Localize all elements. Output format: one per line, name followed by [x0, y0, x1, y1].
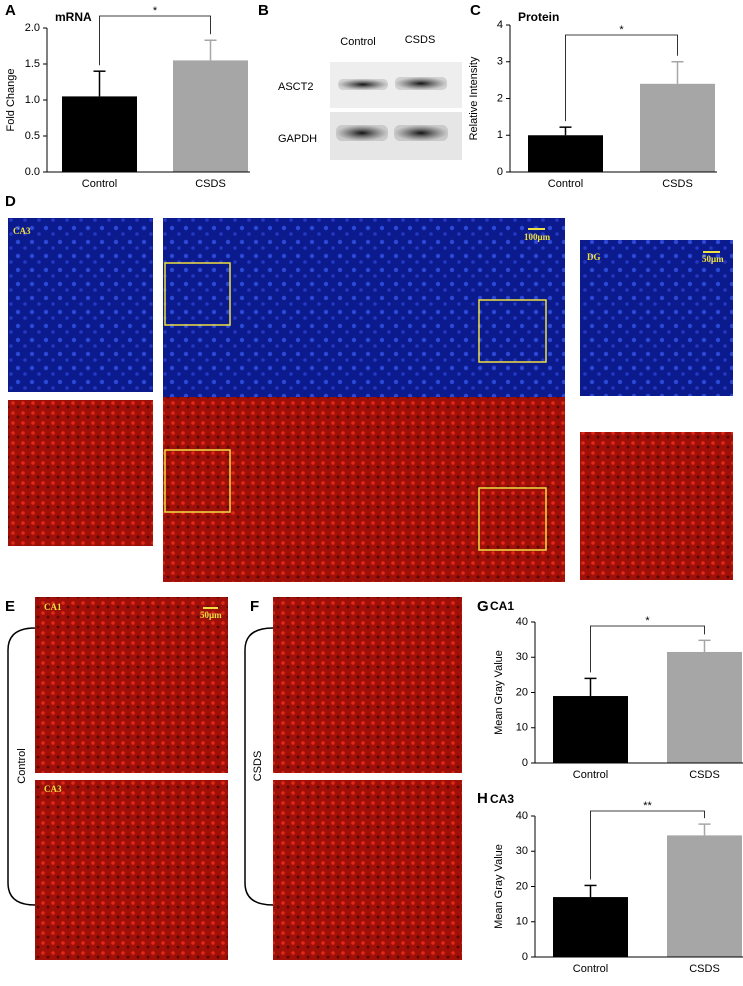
bar [553, 696, 628, 763]
significance-label: * [153, 5, 158, 17]
y-tick-label: 2.0 [25, 22, 40, 34]
bracket [244, 627, 274, 906]
x-tick-label: Control [573, 769, 608, 781]
lane-label: CSDS [405, 34, 436, 46]
y-tick-label: 10 [516, 722, 528, 734]
bracket [7, 627, 36, 906]
roi-box [164, 262, 231, 326]
panel-f: F CSDS [244, 597, 462, 960]
region-label: CA3 [44, 784, 62, 794]
band [336, 125, 388, 141]
x-tick-label: CSDS [195, 178, 226, 190]
y-axis-label: Mean Gray Value [493, 844, 505, 929]
panel-letter: B [258, 2, 269, 19]
region-label: CA3 [13, 226, 31, 236]
panel-letter: D [5, 193, 16, 210]
group-label: Control [16, 748, 28, 783]
region-label: DG [587, 252, 601, 262]
scale-label: 100μm [524, 232, 551, 242]
y-tick-label: 40 [516, 616, 528, 628]
roi-box [478, 487, 547, 551]
significance-label: ** [643, 800, 652, 812]
significance-bracket [565, 34, 678, 122]
micrograph [8, 400, 153, 546]
x-tick-label: CSDS [689, 963, 720, 975]
micrograph [163, 218, 565, 397]
scale-label: 50μm [702, 254, 724, 264]
y-tick-label: 1.0 [25, 94, 40, 106]
x-tick-label: Control [82, 178, 117, 190]
micrograph [35, 597, 228, 773]
micrograph [273, 780, 462, 960]
x-tick-label: CSDS [662, 178, 693, 190]
y-axis-label: Fold Change [5, 69, 17, 132]
protein-label: ASCT2 [278, 81, 313, 93]
y-tick-label: 1 [497, 129, 503, 141]
y-tick-label: 0 [497, 166, 503, 178]
bar [553, 897, 628, 957]
micrograph [163, 397, 565, 582]
bar [528, 135, 603, 172]
significance-bracket [99, 15, 211, 66]
micrograph [8, 218, 153, 392]
y-tick-label: 20 [516, 686, 528, 698]
y-tick-label: 0.5 [25, 130, 40, 142]
y-tick-label: 1.5 [25, 58, 40, 70]
y-tick-label: 0 [522, 757, 528, 769]
scale-label: 50μm [200, 610, 222, 620]
y-axis-label: Relative Intensity [468, 56, 480, 140]
micrograph [580, 240, 733, 396]
panel-letter: A [5, 2, 16, 19]
micrograph [35, 780, 228, 960]
y-tick-label: 20 [516, 880, 528, 892]
band [338, 79, 388, 90]
band [395, 77, 447, 90]
roi-box [478, 299, 547, 363]
bar [62, 96, 137, 172]
y-tick-label: 10 [516, 916, 528, 928]
y-tick-label: 0.0 [25, 166, 40, 178]
bar [667, 835, 742, 957]
panel-letter: G [477, 598, 489, 615]
significance-bracket [590, 810, 705, 880]
panel-letter: F [250, 598, 259, 615]
bar [173, 60, 248, 172]
lane-label: Control [340, 36, 375, 48]
y-tick-label: 30 [516, 651, 528, 663]
y-axis-label: Mean Gray Value [493, 650, 505, 735]
panel-e: E CA1 CA3 50μm Control [5, 597, 228, 960]
y-tick-label: 30 [516, 845, 528, 857]
bar [640, 83, 715, 172]
micrograph [273, 597, 462, 773]
panel-b: B Control CSDS ASCT2 GAPDH [258, 2, 462, 160]
x-tick-label: Control [573, 963, 608, 975]
roi-box [164, 449, 231, 513]
y-tick-label: 3 [497, 56, 503, 68]
group-label: CSDS [252, 751, 264, 782]
x-tick-label: CSDS [689, 769, 720, 781]
micrograph [580, 432, 733, 580]
panel-letter: H [477, 790, 488, 807]
x-tick-label: Control [548, 178, 583, 190]
significance-label: * [619, 24, 624, 36]
panel-letter: C [470, 2, 481, 19]
chart-title: mRNA [55, 10, 92, 24]
panel-d: D CA3 100μm DG 50μm [5, 193, 733, 582]
y-tick-label: 0 [522, 951, 528, 963]
y-tick-label: 40 [516, 810, 528, 822]
band [394, 125, 448, 141]
chart-title: CA3 [490, 792, 514, 806]
chart-title: CA1 [490, 599, 514, 613]
chart-title: Protein [518, 10, 559, 24]
significance-label: * [645, 615, 650, 627]
bar [667, 651, 742, 763]
significance-bracket [590, 625, 705, 673]
y-tick-label: 4 [497, 19, 503, 31]
y-tick-label: 2 [497, 92, 503, 104]
panel-letter: E [5, 598, 15, 615]
protein-label: GAPDH [278, 133, 317, 145]
region-label: CA1 [44, 602, 62, 612]
